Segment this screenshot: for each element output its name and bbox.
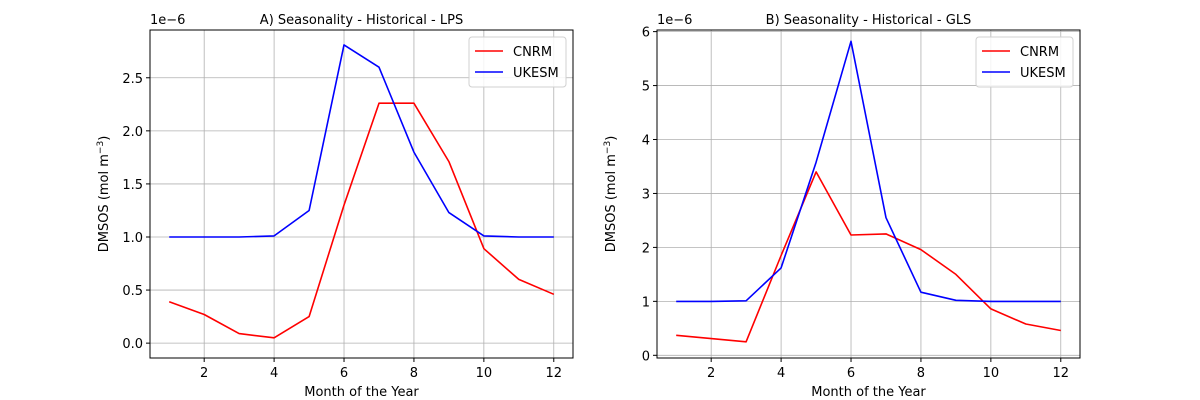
y-axis-label: DMSOS (mol m−3) xyxy=(603,136,619,253)
y-tick-label: 0.5 xyxy=(122,284,143,299)
y-tick-label: 0.0 xyxy=(122,337,143,352)
legend-box xyxy=(468,36,567,88)
series-line-cnrm xyxy=(676,171,1061,343)
y-tick-label: 1 xyxy=(642,295,650,310)
x-tick-label: 8 xyxy=(917,366,925,381)
y-tick-label: 1.0 xyxy=(122,231,143,246)
x-tick-label: 8 xyxy=(410,366,418,381)
y-axis-label: DMSOS (mol m−3) xyxy=(96,136,112,253)
series-line-ukesm xyxy=(676,40,1061,303)
y-axis-label-close: ) xyxy=(97,136,112,141)
legend-label: UKESM xyxy=(1020,66,1066,81)
y-tick-label: 0 xyxy=(642,349,650,364)
legend-label: UKESM xyxy=(513,66,559,81)
y-axis-label-main: DMSOS (mol m xyxy=(604,154,619,252)
x-axis-label: Month of the Year xyxy=(304,385,419,400)
x-tick-label: 2 xyxy=(707,366,715,381)
y-tick-label: 1.5 xyxy=(122,178,143,193)
y-axis-label-exponent: −3 xyxy=(96,141,106,154)
y-tick-label: 4 xyxy=(642,134,650,149)
legend: CNRM UKESM xyxy=(468,36,567,88)
x-tick-label: 10 xyxy=(476,366,493,381)
x-tick-label: 12 xyxy=(545,366,562,381)
axes-frame xyxy=(656,29,1081,359)
x-tick-label: 12 xyxy=(1052,366,1069,381)
y-axis-label-exponent: −3 xyxy=(603,141,613,154)
legend-label: CNRM xyxy=(1020,45,1059,60)
series-line-ukesm xyxy=(169,44,554,238)
y-axis-label-main: DMSOS (mol m xyxy=(97,154,112,252)
y-tick-label: 2 xyxy=(642,241,650,256)
y-tick-label: 2.0 xyxy=(122,125,143,140)
chart-title: B) Seasonality - Historical - GLS xyxy=(766,13,972,28)
y-tick-label: 3 xyxy=(642,187,650,202)
legend-box xyxy=(975,36,1074,88)
x-tick-label: 4 xyxy=(777,366,785,381)
series-line-cnrm xyxy=(168,102,555,339)
x-tick-label: 6 xyxy=(340,366,348,381)
legend-label: CNRM xyxy=(513,45,552,60)
x-tick-label: 10 xyxy=(983,366,1000,381)
legend: CNRM UKESM xyxy=(975,36,1074,88)
y-offset-text: 1e−6 xyxy=(150,13,185,28)
y-tick-label: 2.5 xyxy=(122,72,143,87)
x-tick-label: 2 xyxy=(200,366,208,381)
y-axis-label-close: ) xyxy=(604,136,619,141)
x-tick-label: 4 xyxy=(270,366,278,381)
y-tick-label: 6 xyxy=(642,26,650,41)
y-offset-text: 1e−6 xyxy=(657,13,692,28)
x-tick-label: 6 xyxy=(847,366,855,381)
x-axis-label: Month of the Year xyxy=(811,385,926,400)
axes-frame xyxy=(149,29,574,359)
panel-a: 2 4 6 8 10 12 0.0 0.5 1.0 1.5 2.0 2.5 1e−6 A) Seasona… xyxy=(96,13,574,400)
chart-title: A) Seasonality - Historical - LPS xyxy=(260,13,463,28)
y-tick-label: 5 xyxy=(642,80,650,95)
